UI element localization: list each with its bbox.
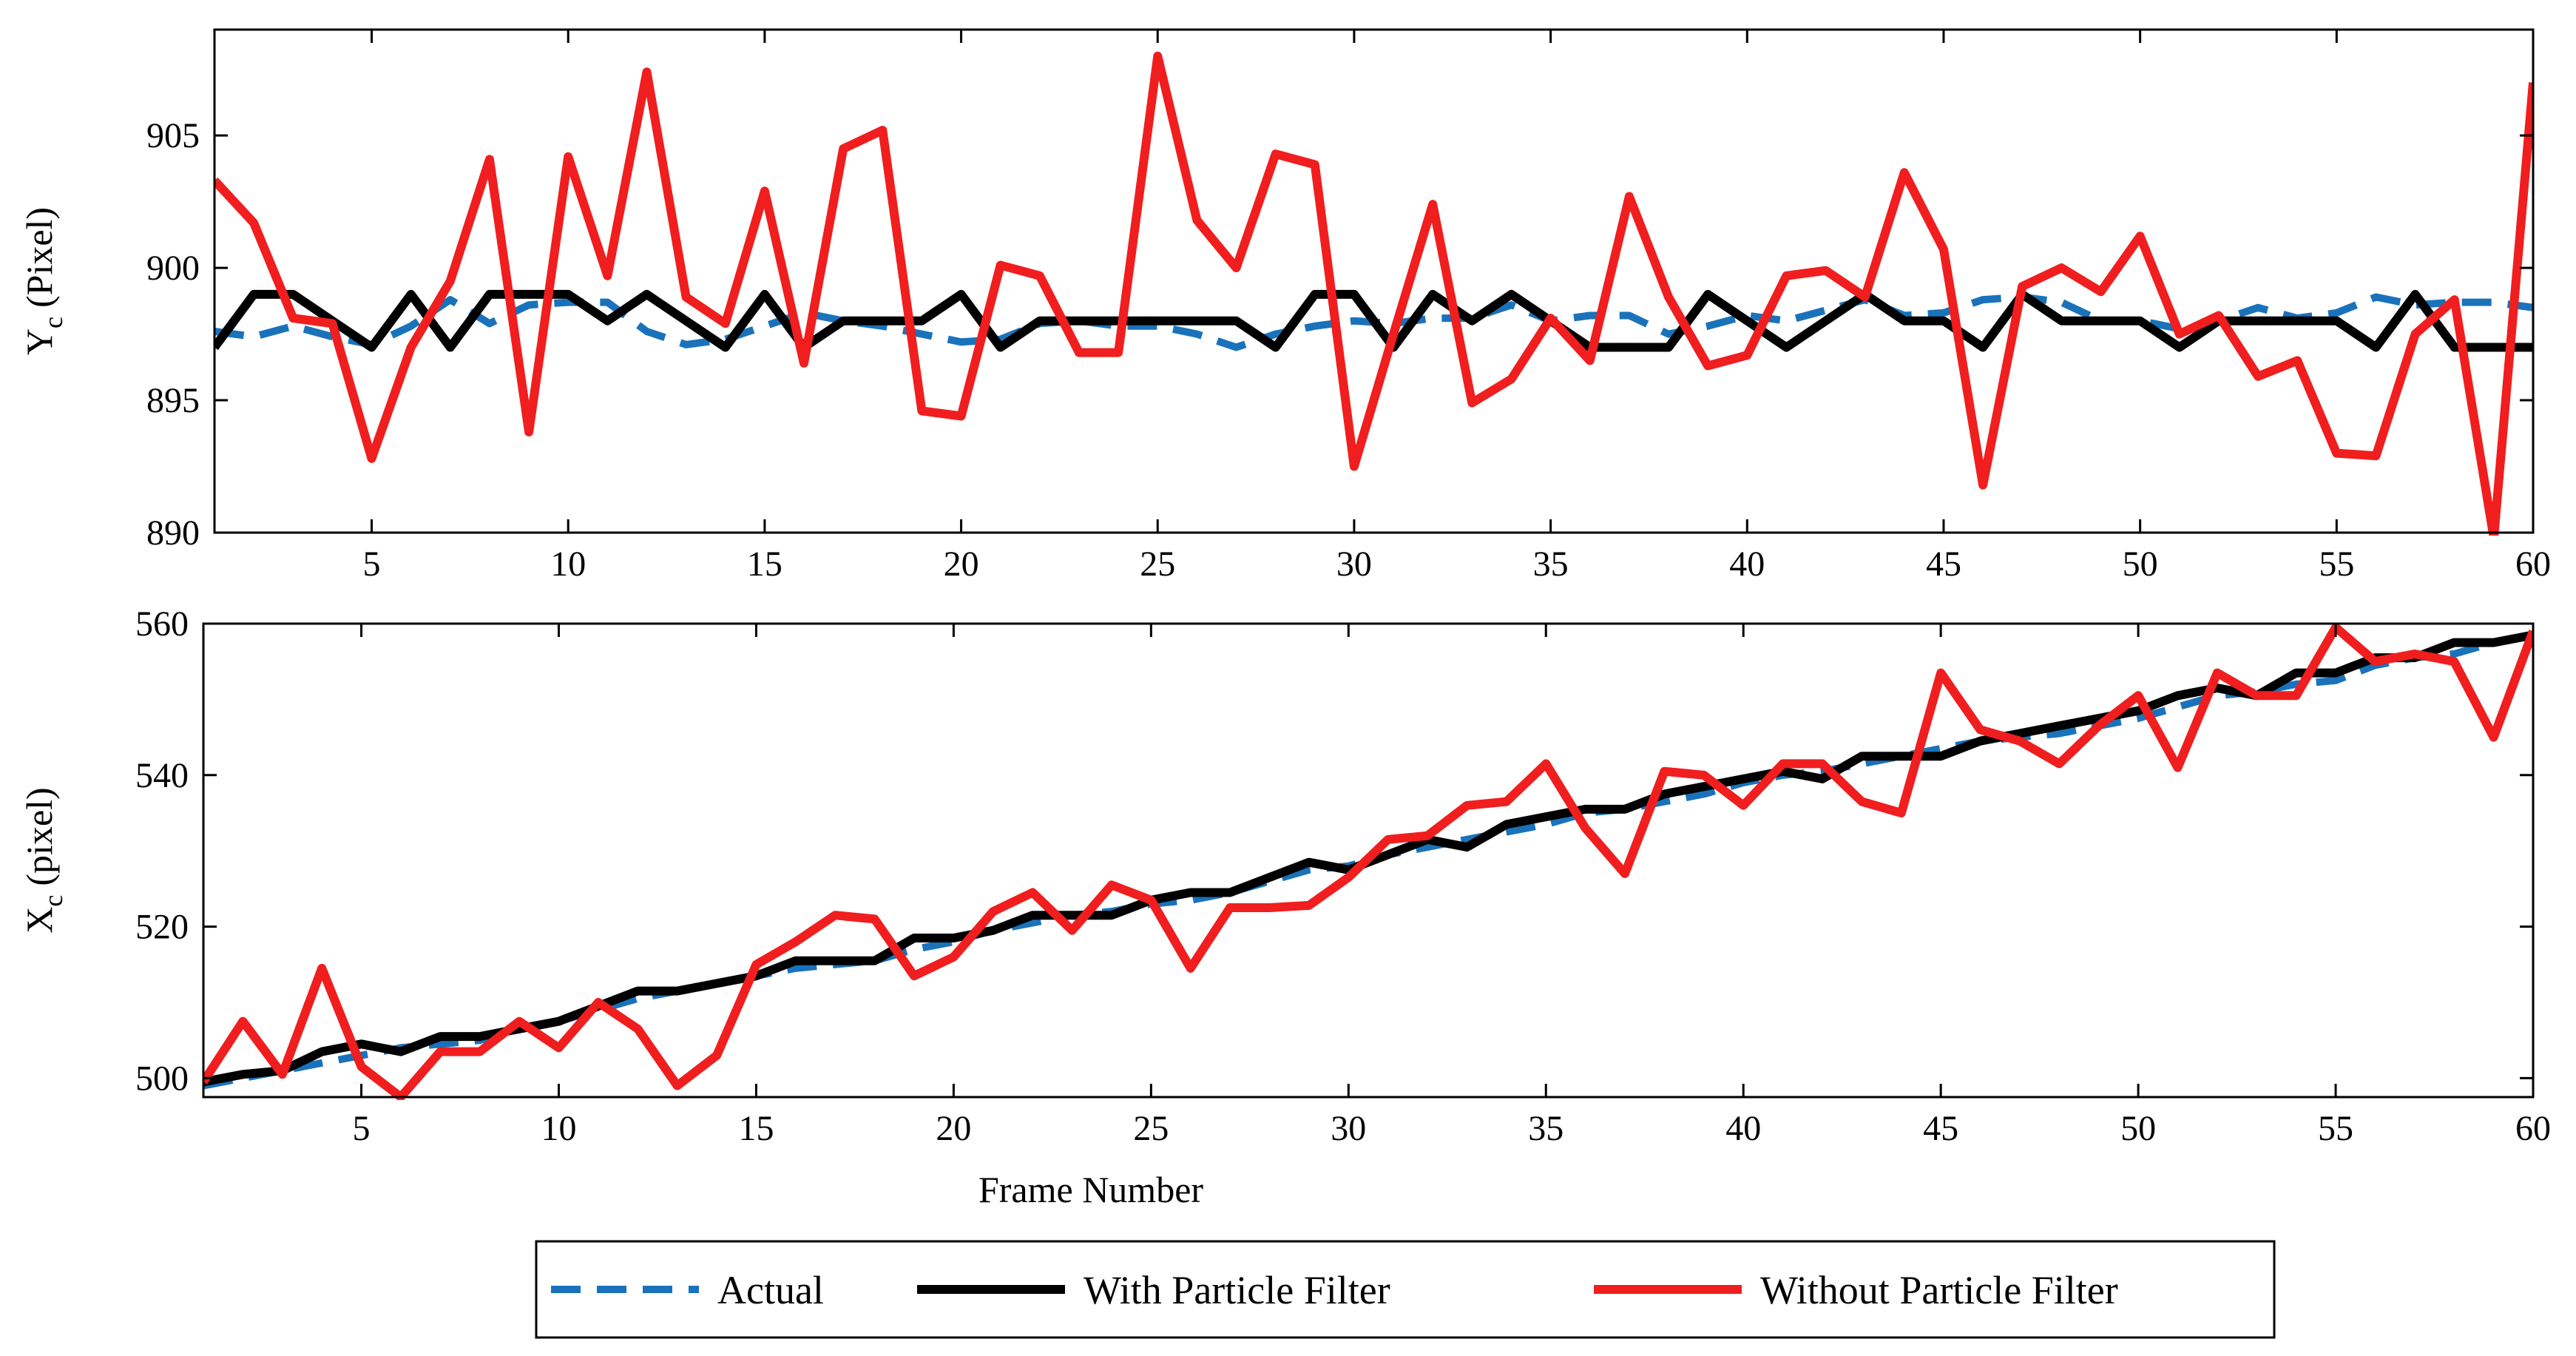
xc-axes-frame xyxy=(202,622,2535,1099)
xc-y-axis-label-main: X xyxy=(18,907,60,934)
yc-x-tick-label: 35 xyxy=(1533,544,1569,584)
xc-x-tick-label: 45 xyxy=(1923,1109,1958,1148)
xc-x-tick-label: 10 xyxy=(541,1109,577,1148)
yc-x-tick-label: 55 xyxy=(2319,544,2354,584)
legend: Actual With Particle Filter Without Partic… xyxy=(535,1240,2276,1339)
yc-y-axis-label-unit: (Pixel) xyxy=(18,207,60,308)
yc-x-tick-label: 45 xyxy=(1926,544,1961,584)
xc-x-tick-label: 50 xyxy=(2120,1109,2156,1148)
xc-y-tick-label: 540 xyxy=(135,756,189,795)
yc-y-tick-label: 895 xyxy=(146,381,200,420)
xc-x-tick-label: 15 xyxy=(738,1109,774,1148)
yc-x-tick-label: 10 xyxy=(550,544,586,584)
yc-x-tick-label: 60 xyxy=(2515,544,2551,584)
legend-label-with-particle-filter: With Particle Filter xyxy=(1084,1268,1390,1312)
yc-y-tick-label: 905 xyxy=(146,116,200,155)
xc-y-axis-label-sub: c xyxy=(38,895,68,907)
xc-y-axis-label-unit: (pixel) xyxy=(18,787,60,886)
legend-box xyxy=(535,1240,2276,1339)
xc-x-tick-label: 60 xyxy=(2515,1109,2551,1148)
yc-x-tick-label: 15 xyxy=(747,544,782,584)
yc-y-tick-label: 890 xyxy=(146,513,200,553)
x-axis-label: Frame Number xyxy=(978,1169,1203,1210)
legend-label-without-particle-filter: Without Particle Filter xyxy=(1760,1268,2118,1312)
yc-series-with-particle-filter xyxy=(214,289,2533,352)
xc-x-tick-label: 35 xyxy=(1528,1109,1563,1148)
xc-x-tick-label: 30 xyxy=(1331,1109,1366,1148)
yc-panel: 5 10 15 20 25 30 35 40 45 50 55 60 890 895 900 905 Yc (P… xyxy=(18,28,2551,584)
yc-x-tick-label: 50 xyxy=(2123,544,2158,584)
xc-panel: 5 10 15 20 25 30 35 40 45 50 55 60 500 520 540 560 Xc (p… xyxy=(18,604,2551,1210)
legend-label-actual: Actual xyxy=(717,1268,824,1312)
yc-y-axis-label-sub: c xyxy=(38,317,68,328)
xc-tick-layer: 5 10 15 20 25 30 35 40 45 50 55 60 500 520 540 560 xyxy=(135,604,2551,1148)
xc-x-tick-label: 20 xyxy=(936,1109,971,1148)
yc-y-tick-label: 900 xyxy=(146,249,200,288)
xc-series-layer xyxy=(203,623,2533,1100)
xc-y-axis-label: Xc (pixel) xyxy=(18,787,68,933)
xc-y-tick-label: 500 xyxy=(135,1059,189,1098)
yc-x-tick-label: 30 xyxy=(1336,544,1372,584)
xc-y-tick-label: 560 xyxy=(135,604,189,644)
yc-x-tick-label: 40 xyxy=(1729,544,1765,584)
yc-series-without-particle-filter xyxy=(214,51,2533,536)
xc-x-tick-label: 5 xyxy=(353,1109,371,1148)
yc-axes-frame xyxy=(213,28,2535,534)
legend-items: Actual With Particle Filter Without Partic… xyxy=(551,1268,2118,1312)
xc-y-tick-label: 520 xyxy=(135,908,189,947)
xc-series-without-particle-filter xyxy=(203,623,2533,1100)
yc-y-axis-label: Yc (Pixel) xyxy=(18,207,68,355)
yc-y-axis-label-main: Y xyxy=(18,328,60,355)
xc-x-tick-label: 25 xyxy=(1133,1109,1169,1148)
yc-tick-layer: 5 10 15 20 25 30 35 40 45 50 55 60 890 895 900 905 xyxy=(146,30,2551,584)
yc-x-tick-label: 25 xyxy=(1140,544,1175,584)
yc-x-tick-label: 5 xyxy=(363,544,381,584)
xc-x-tick-label: 55 xyxy=(2318,1109,2353,1148)
yc-series-layer xyxy=(214,51,2533,536)
xc-x-tick-label: 40 xyxy=(1725,1109,1761,1148)
yc-x-tick-label: 20 xyxy=(944,544,979,584)
